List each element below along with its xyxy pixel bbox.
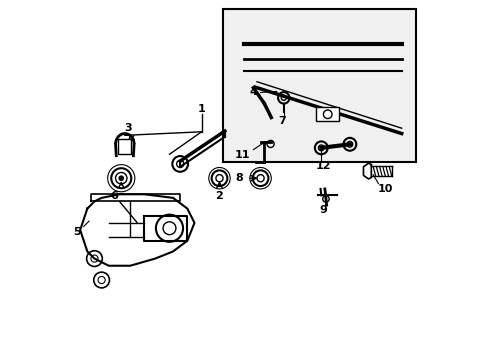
Text: 1: 1 [197,104,205,113]
Text: 3: 3 [124,123,132,133]
Bar [118,139,131,154]
Text: 6: 6 [110,191,118,201]
Text: 10: 10 [377,184,392,194]
Text: 9: 9 [319,205,326,215]
Text: 4: 4 [249,87,257,98]
Text: 8: 8 [235,173,243,183]
Bar [315,108,339,121]
Text: 5: 5 [73,227,80,237]
Text: 2: 2 [215,191,223,201]
Text: 12: 12 [315,161,330,171]
Bar [223,9,415,162]
Circle shape [119,176,123,180]
Text: 11: 11 [234,150,250,160]
Text: 7: 7 [278,116,285,126]
